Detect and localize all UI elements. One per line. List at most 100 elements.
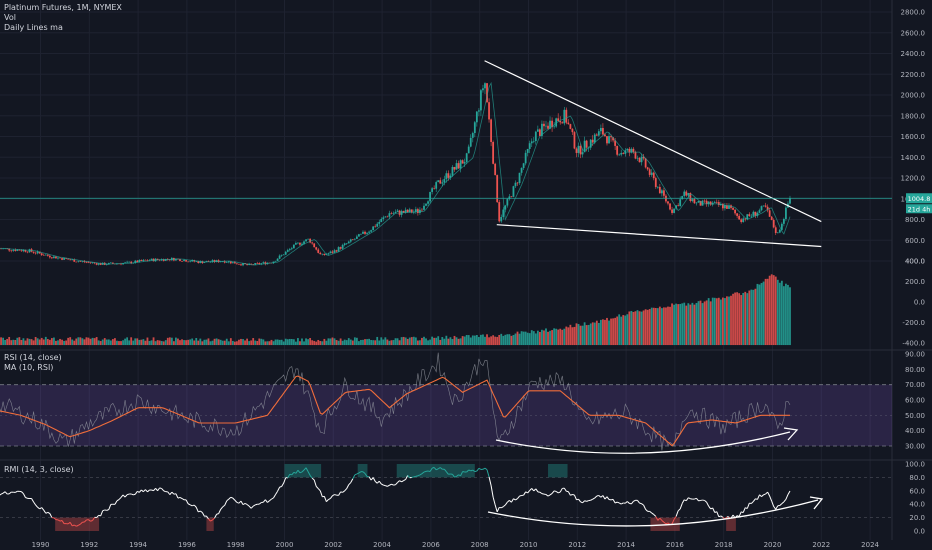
candle[interactable] [754, 211, 757, 216]
candle[interactable] [83, 261, 86, 263]
candle[interactable] [597, 131, 600, 136]
candle[interactable] [282, 254, 285, 256]
candle[interactable] [376, 223, 379, 227]
candle[interactable] [250, 263, 253, 265]
candle[interactable] [215, 260, 218, 262]
candle[interactable] [42, 255, 45, 256]
candle[interactable] [750, 215, 753, 217]
candle[interactable] [339, 247, 342, 249]
candle[interactable] [447, 173, 450, 178]
candle[interactable] [201, 261, 204, 264]
candle[interactable] [547, 125, 549, 129]
candle[interactable] [538, 129, 541, 136]
candle[interactable] [553, 126, 556, 128]
candle[interactable] [475, 111, 478, 123]
candle[interactable] [589, 139, 592, 148]
candle[interactable] [760, 206, 763, 211]
candle[interactable] [53, 256, 55, 259]
candle[interactable] [660, 190, 663, 194]
candle[interactable] [319, 252, 322, 255]
candle[interactable] [396, 210, 399, 212]
candle[interactable] [528, 143, 531, 149]
candle[interactable] [738, 215, 741, 220]
candle[interactable] [764, 205, 767, 207]
candle[interactable] [646, 167, 649, 170]
candle[interactable] [260, 263, 263, 265]
candle[interactable] [545, 125, 547, 127]
candle[interactable] [77, 261, 80, 262]
candle[interactable] [593, 134, 596, 143]
candle[interactable] [518, 172, 521, 184]
candle[interactable] [134, 260, 137, 263]
candle[interactable] [95, 263, 98, 265]
candle[interactable] [364, 231, 366, 234]
candle[interactable] [107, 262, 110, 265]
candle[interactable] [63, 257, 65, 260]
candle[interactable] [99, 263, 102, 265]
candle[interactable] [642, 156, 645, 159]
candle[interactable] [683, 191, 686, 197]
candle[interactable] [360, 233, 362, 235]
candle[interactable] [526, 148, 529, 153]
candle[interactable] [38, 251, 41, 254]
candle[interactable] [608, 136, 610, 144]
candle[interactable] [567, 122, 570, 125]
candle[interactable] [50, 257, 53, 259]
candle[interactable] [697, 200, 700, 203]
candle[interactable] [626, 148, 629, 151]
candle[interactable] [26, 251, 29, 253]
candle[interactable] [648, 169, 651, 175]
candle[interactable] [740, 219, 743, 223]
candle[interactable] [494, 163, 497, 176]
candle[interactable] [240, 264, 242, 266]
candle[interactable] [343, 243, 346, 246]
chart-title[interactable]: Platinum Futures, 1M, NYMEX [4, 3, 122, 12]
candle[interactable] [311, 242, 314, 244]
candle[interactable] [742, 218, 745, 223]
candle[interactable] [142, 259, 145, 261]
candle[interactable] [451, 166, 454, 176]
candle[interactable] [111, 262, 114, 264]
candle[interactable] [402, 210, 405, 213]
candle[interactable] [390, 213, 393, 214]
candle[interactable] [644, 158, 647, 168]
candle[interactable] [203, 262, 206, 264]
candle[interactable] [195, 261, 198, 262]
candle[interactable] [606, 136, 608, 144]
candle[interactable] [636, 157, 639, 159]
candle[interactable] [569, 124, 572, 129]
candle[interactable] [671, 209, 673, 213]
candle[interactable] [327, 253, 330, 255]
candle[interactable] [229, 261, 232, 264]
candle[interactable] [721, 203, 724, 209]
candle[interactable] [309, 238, 312, 243]
candle[interactable] [366, 232, 368, 234]
candle[interactable] [138, 260, 141, 263]
candle[interactable] [726, 205, 728, 209]
candle[interactable] [571, 128, 574, 133]
candle[interactable] [150, 258, 153, 261]
candle[interactable] [392, 213, 395, 214]
candle[interactable] [329, 251, 332, 254]
candle[interactable] [575, 148, 578, 153]
candle[interactable] [380, 218, 383, 223]
candle[interactable] [130, 261, 133, 264]
candle[interactable] [482, 88, 484, 91]
candle[interactable] [638, 157, 641, 163]
candle[interactable] [488, 102, 490, 120]
candle[interactable] [394, 211, 397, 214]
candle[interactable] [705, 200, 708, 204]
countdown-badge[interactable] [906, 204, 932, 214]
candle[interactable] [368, 231, 370, 233]
candle[interactable] [219, 261, 222, 263]
candle[interactable] [8, 248, 11, 251]
candle[interactable] [473, 122, 476, 134]
candle[interactable] [634, 152, 637, 159]
candle[interactable] [541, 123, 543, 136]
candle[interactable] [61, 258, 63, 260]
candle[interactable] [581, 152, 584, 155]
candle[interactable] [561, 122, 564, 124]
rsi-ma-line[interactable] [0, 375, 790, 447]
candle[interactable] [120, 263, 122, 265]
